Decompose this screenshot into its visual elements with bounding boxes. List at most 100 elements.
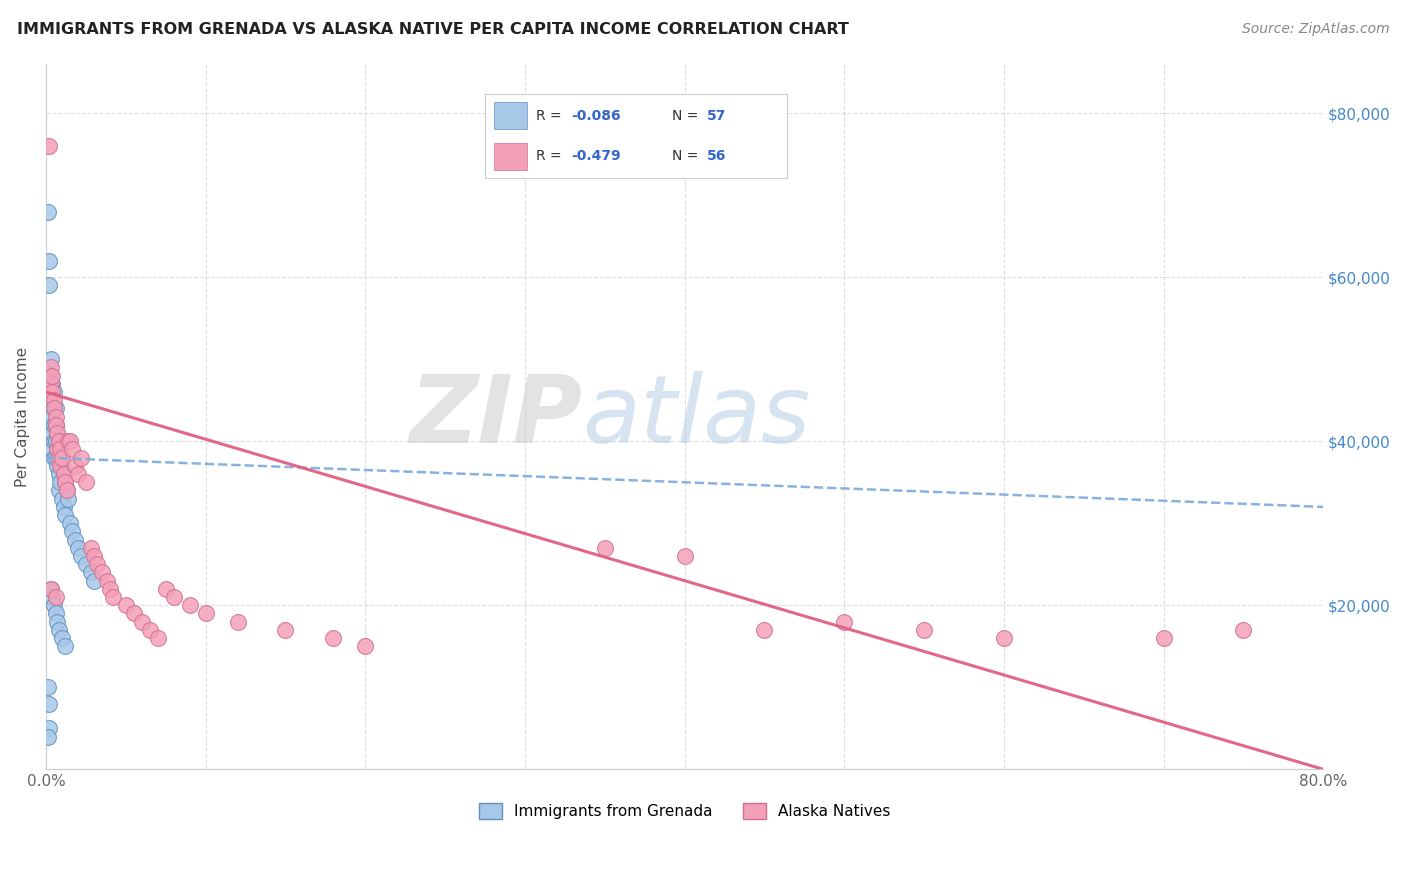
Point <box>90 566 112 580</box>
Point <box>55 483 77 498</box>
Point <box>48 467 70 481</box>
Point <box>45 434 67 449</box>
Point <box>593 541 616 555</box>
Point <box>51 631 73 645</box>
Point <box>83 549 105 563</box>
Point <box>79 566 101 580</box>
Point <box>139 623 162 637</box>
Point <box>39 582 62 596</box>
Point <box>58 491 80 506</box>
Point <box>912 623 935 637</box>
Point <box>42 401 65 416</box>
Point <box>53 475 76 490</box>
Text: -0.479: -0.479 <box>571 149 621 163</box>
Point <box>42 385 65 400</box>
Point <box>48 450 70 465</box>
Point <box>46 426 69 441</box>
Y-axis label: Per Capita Income: Per Capita Income <box>15 347 30 487</box>
Point <box>993 631 1015 645</box>
Point <box>38 278 60 293</box>
Point <box>45 590 67 604</box>
Point <box>86 558 108 572</box>
Text: atlas: atlas <box>582 371 811 462</box>
Point <box>48 434 70 449</box>
Point <box>673 549 696 563</box>
Point <box>37 204 59 219</box>
Point <box>45 417 67 432</box>
Point <box>53 475 76 490</box>
Point <box>52 467 75 481</box>
Point <box>39 360 62 375</box>
Text: -0.086: -0.086 <box>571 109 621 123</box>
Point <box>51 458 73 473</box>
Point <box>51 491 73 506</box>
Point <box>42 434 65 449</box>
Point <box>53 508 76 522</box>
Point <box>155 582 177 596</box>
Point <box>58 434 80 449</box>
Point <box>39 417 62 432</box>
Point <box>83 574 105 588</box>
Point <box>48 450 70 465</box>
Point <box>48 623 70 637</box>
Point <box>42 417 65 432</box>
Point <box>98 582 121 596</box>
Point <box>37 730 59 744</box>
Point <box>122 607 145 621</box>
Point <box>41 385 63 400</box>
Point <box>60 442 83 457</box>
Point <box>41 442 63 457</box>
Text: N =: N = <box>672 149 703 163</box>
Point <box>79 541 101 555</box>
Point <box>96 574 118 588</box>
Point <box>51 450 73 465</box>
Text: ZIP: ZIP <box>409 371 582 463</box>
Text: 57: 57 <box>707 109 727 123</box>
Point <box>42 599 65 613</box>
Point <box>45 401 67 416</box>
Point <box>38 721 60 735</box>
Text: 56: 56 <box>707 149 727 163</box>
Point <box>754 623 776 637</box>
Point <box>41 590 63 604</box>
Point <box>42 393 65 408</box>
Point <box>114 599 136 613</box>
Point <box>41 426 63 441</box>
Point <box>1153 631 1175 645</box>
Point <box>41 368 63 383</box>
Point <box>131 615 153 629</box>
Point <box>49 475 72 490</box>
Point <box>59 434 82 449</box>
Point <box>46 458 69 473</box>
Point <box>52 467 75 481</box>
Point <box>41 376 63 391</box>
Point <box>322 631 344 645</box>
Text: IMMIGRANTS FROM GRENADA VS ALASKA NATIVE PER CAPITA INCOME CORRELATION CHART: IMMIGRANTS FROM GRENADA VS ALASKA NATIVE… <box>17 22 849 37</box>
Point <box>63 458 86 473</box>
Point <box>101 590 124 604</box>
Point <box>39 401 62 416</box>
Point <box>75 475 97 490</box>
Point <box>53 640 76 654</box>
Point <box>39 368 62 383</box>
Point <box>1232 623 1254 637</box>
Point <box>49 442 72 457</box>
Point <box>39 352 62 367</box>
Point <box>39 376 62 391</box>
Point <box>60 524 83 539</box>
Legend: Immigrants from Grenada, Alaska Natives: Immigrants from Grenada, Alaska Natives <box>472 797 897 825</box>
Point <box>179 599 201 613</box>
Point <box>38 253 60 268</box>
Point <box>274 623 297 637</box>
Text: Source: ZipAtlas.com: Source: ZipAtlas.com <box>1241 22 1389 37</box>
Point <box>38 697 60 711</box>
Point <box>163 590 186 604</box>
Point <box>49 458 72 473</box>
Bar <box>494 143 527 169</box>
Point <box>146 631 169 645</box>
Point <box>49 442 72 457</box>
Point <box>75 558 97 572</box>
Point <box>354 640 377 654</box>
Point <box>48 483 70 498</box>
Text: N =: N = <box>672 109 703 123</box>
